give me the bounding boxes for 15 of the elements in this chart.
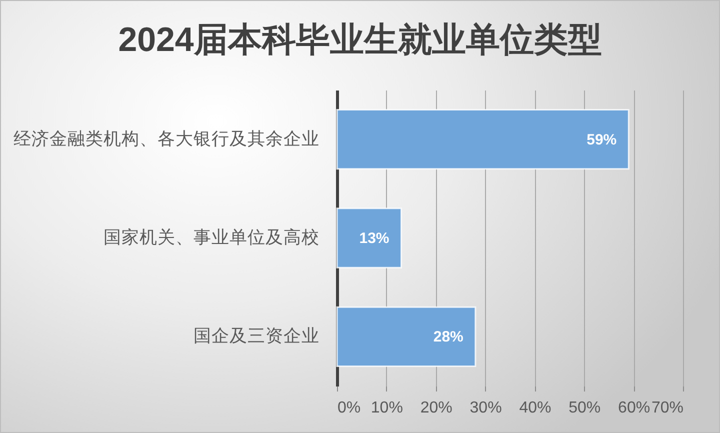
x-tick-label: 0% bbox=[338, 400, 361, 416]
data-label: 13% bbox=[359, 230, 390, 247]
x-tick-label: 40% bbox=[519, 400, 552, 416]
y-tick-label: 经济金融类机构、各大银行及其余企业 bbox=[14, 128, 320, 148]
x-tick-label: 70% bbox=[651, 400, 684, 416]
y-tick-label: 国家机关、事业单位及高校 bbox=[104, 227, 320, 247]
data-label: 59% bbox=[586, 131, 617, 148]
x-tick-label: 10% bbox=[370, 400, 403, 416]
chart-title: 2024届本科毕业生就业单位类型 bbox=[118, 21, 602, 59]
x-tick-label: 60% bbox=[618, 400, 650, 416]
x-tick-label: 30% bbox=[470, 400, 502, 416]
x-tick-label: 50% bbox=[568, 400, 601, 416]
data-label: 28% bbox=[433, 328, 464, 346]
y-tick-label: 国企及三资企业 bbox=[194, 326, 320, 346]
x-tick-label: 20% bbox=[420, 400, 452, 416]
